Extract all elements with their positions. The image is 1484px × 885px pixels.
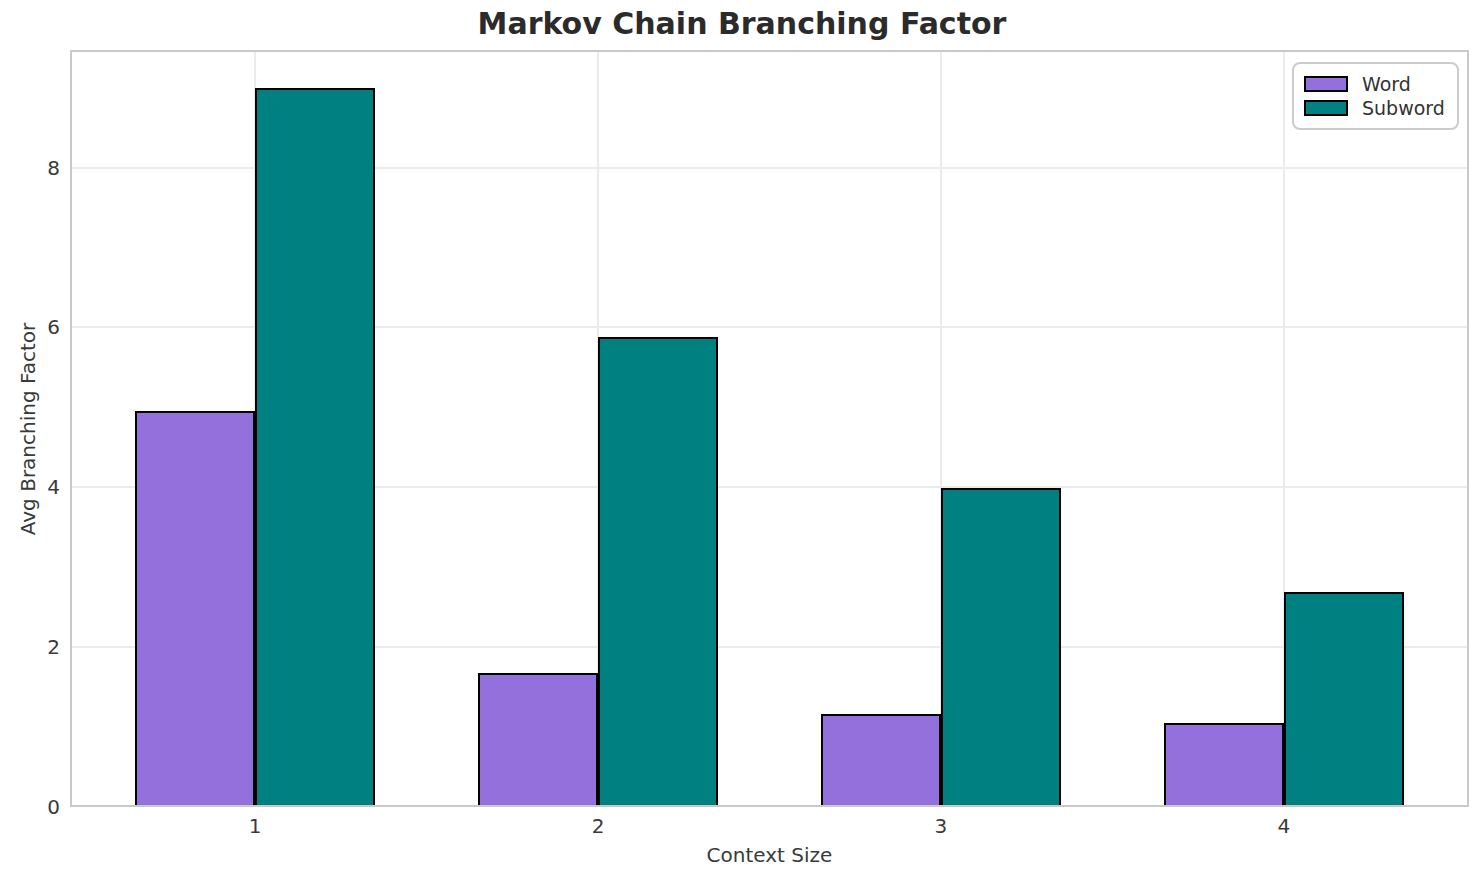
legend-row-word: Word bbox=[1304, 72, 1447, 96]
bar-word-2 bbox=[478, 673, 598, 807]
chart-title: Markov Chain Branching Factor bbox=[0, 5, 1484, 43]
plot-area bbox=[70, 50, 1469, 807]
x-axis-label: Context Size bbox=[70, 843, 1469, 867]
legend: WordSubword bbox=[1292, 62, 1459, 130]
legend-row-subword: Subword bbox=[1304, 96, 1447, 120]
y-tick-label-4: 4 bbox=[16, 475, 60, 499]
bar-word-1 bbox=[135, 411, 255, 807]
legend-swatch-word bbox=[1304, 76, 1348, 92]
legend-label-subword: Subword bbox=[1362, 96, 1445, 120]
legend-label-word: Word bbox=[1362, 72, 1411, 96]
bar-subword-1 bbox=[255, 88, 375, 807]
y-tick-label-0: 0 bbox=[16, 795, 60, 819]
bar-word-3 bbox=[821, 714, 941, 807]
x-tick-label-1: 1 bbox=[215, 814, 295, 838]
y-tick-label-6: 6 bbox=[16, 315, 60, 339]
y-tick-label-2: 2 bbox=[16, 635, 60, 659]
y-tick-label-8: 8 bbox=[16, 156, 60, 180]
x-tick-label-3: 3 bbox=[901, 814, 981, 838]
bar-subword-3 bbox=[941, 488, 1061, 807]
x-tick-label-4: 4 bbox=[1244, 814, 1324, 838]
bar-word-4 bbox=[1164, 723, 1284, 807]
chart-figure: Markov Chain Branching Factor Avg Branch… bbox=[0, 0, 1484, 885]
bar-subword-4 bbox=[1284, 592, 1404, 807]
bar-subword-2 bbox=[598, 337, 718, 807]
x-tick-label-2: 2 bbox=[558, 814, 638, 838]
legend-swatch-subword bbox=[1304, 100, 1348, 116]
